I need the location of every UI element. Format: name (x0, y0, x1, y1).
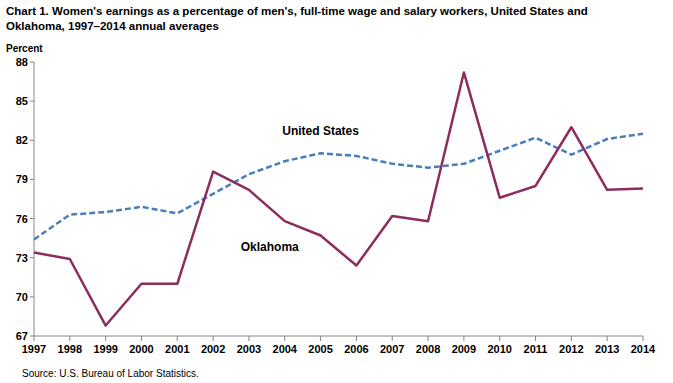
x-tick (643, 336, 644, 341)
x-tick-label: 2013 (595, 343, 619, 355)
series-line (34, 134, 643, 240)
x-tick-label: 2002 (201, 343, 225, 355)
x-tick-label: 2005 (308, 343, 332, 355)
y-axis (34, 62, 35, 336)
y-tick (30, 257, 34, 258)
y-tick (30, 140, 34, 141)
x-tick (34, 336, 35, 341)
x-tick (284, 336, 285, 341)
x-tick-label: 2010 (487, 343, 511, 355)
y-tick-label: 88 (16, 56, 28, 68)
y-tick-label: 85 (16, 95, 28, 107)
x-tick (571, 336, 572, 341)
x-tick-label: 2001 (165, 343, 189, 355)
y-tick-label: 67 (16, 330, 28, 342)
x-tick (320, 336, 321, 341)
x-tick-label: 2009 (452, 343, 476, 355)
y-tick-label: 79 (16, 173, 28, 185)
x-tick-label: 2000 (129, 343, 153, 355)
x-tick-label: 2003 (237, 343, 261, 355)
y-tick-label: 76 (16, 213, 28, 225)
y-tick (30, 62, 34, 63)
x-tick-label: 1998 (58, 343, 82, 355)
x-tick (356, 336, 357, 341)
x-tick-label: 2014 (631, 343, 656, 355)
x-tick (248, 336, 249, 341)
x-tick-label: 2004 (273, 343, 298, 355)
x-tick-label: 1999 (93, 343, 117, 355)
title: Chart 1. Women's earnings as a percentag… (6, 4, 606, 34)
y-tick (30, 336, 34, 337)
y-tick-label: 70 (16, 291, 28, 303)
source: Source: U.S. Bureau of Labor Statistics. (22, 368, 199, 379)
x-axis (34, 336, 643, 337)
x-tick (105, 336, 106, 341)
x-tick-label: 2011 (524, 343, 548, 355)
y-tick (30, 218, 34, 219)
x-tick (499, 336, 500, 341)
y-label: Percent (6, 43, 43, 54)
x-tick (213, 336, 214, 341)
x-tick (535, 336, 536, 341)
x-tick-label: 2007 (380, 343, 404, 355)
y-tick (30, 296, 34, 297)
x-tick (463, 336, 464, 341)
x-tick-label: 2012 (559, 343, 583, 355)
plot-area (34, 72, 643, 325)
x-tick-label: 1997 (22, 343, 46, 355)
y-tick (30, 179, 34, 180)
x-tick (69, 336, 70, 341)
x-tick (177, 336, 178, 341)
x-tick (392, 336, 393, 341)
series-label: Oklahoma (241, 240, 299, 254)
chart: Percent 67 70 73 76 79 82 85 88 1997 1998 1999 2000 2… (0, 0, 673, 383)
y-tick (30, 101, 34, 102)
x-tick-label: 2006 (344, 343, 368, 355)
y-tick-label: 73 (16, 252, 28, 264)
x-tick (141, 336, 142, 341)
series-line (34, 72, 643, 325)
x-tick (607, 336, 608, 341)
x-tick-label: 2008 (416, 343, 440, 355)
series-label: United States (282, 124, 359, 138)
y-tick-label: 82 (16, 134, 28, 146)
x-tick (428, 336, 429, 341)
